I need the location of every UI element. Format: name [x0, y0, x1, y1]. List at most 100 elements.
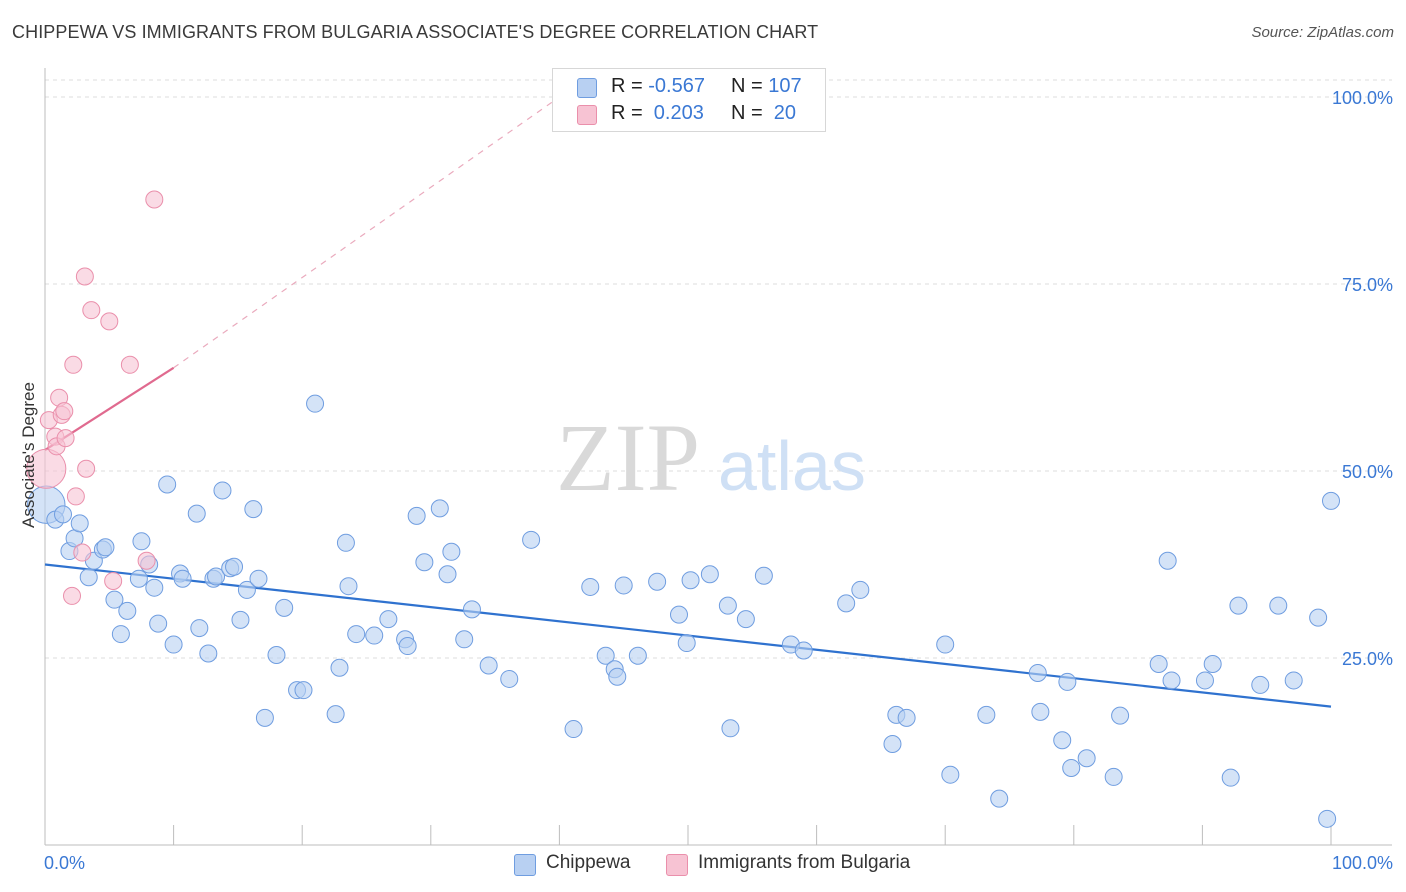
data-point-bulgaria: [66, 487, 85, 506]
data-point-chippewa: [237, 580, 256, 599]
legend-r-value: 0.203: [648, 102, 704, 124]
chart-title: CHIPPEWA VS IMMIGRANTS FROM BULGARIA ASS…: [12, 22, 819, 42]
data-point-chippewa: [1318, 809, 1337, 828]
data-point-bulgaria: [55, 402, 74, 421]
data-point-chippewa: [330, 658, 349, 677]
data-point-chippewa: [1158, 551, 1177, 570]
data-point-chippewa: [837, 594, 856, 613]
data-point-chippewa: [479, 656, 498, 675]
y-tick-label: 100.0%: [1332, 88, 1393, 108]
data-point-chippewa: [231, 610, 250, 629]
data-point-chippewa: [267, 646, 286, 665]
data-point-chippewa: [306, 394, 325, 413]
legend-swatch-pink: [666, 854, 688, 876]
legend-label-chippewa: Chippewa: [546, 852, 631, 873]
y-tick-label: 75.0%: [1342, 275, 1393, 295]
data-point-chippewa: [1104, 767, 1123, 786]
data-point-chippewa: [977, 705, 996, 724]
data-point-chippewa: [1162, 671, 1181, 690]
data-point-chippewa: [207, 567, 226, 586]
data-point-chippewa: [581, 577, 600, 596]
source-credit: Source: ZipAtlas.com: [1251, 24, 1394, 41]
data-point-chippewa: [669, 605, 688, 624]
tick-labels: 25.0% 50.0% 75.0% 100.0% 0.0% 100.0%: [44, 88, 1393, 873]
data-point-chippewa: [379, 610, 398, 629]
data-point-chippewa: [681, 571, 700, 590]
data-point-chippewa: [430, 499, 449, 518]
grid-lines: [45, 79, 1392, 659]
data-point-chippewa: [990, 789, 1009, 808]
data-point-chippewa: [132, 532, 151, 551]
data-point-chippewa: [190, 619, 209, 638]
data-point-bulgaria: [120, 355, 139, 374]
series-bulgaria: [26, 190, 164, 605]
data-point-chippewa: [522, 530, 541, 549]
data-point-chippewa: [347, 625, 366, 644]
data-point-chippewa: [249, 569, 268, 588]
data-point-chippewa: [213, 481, 232, 500]
data-point-chippewa: [1229, 596, 1248, 615]
data-point-chippewa: [1111, 706, 1130, 725]
data-point-chippewa: [1053, 731, 1072, 750]
data-point-chippewa: [614, 576, 633, 595]
data-point-chippewa: [294, 681, 313, 700]
data-point-bulgaria: [77, 459, 96, 478]
data-point-chippewa: [1028, 663, 1047, 682]
data-point-chippewa: [754, 566, 773, 585]
data-point-chippewa: [1269, 596, 1288, 615]
data-point-chippewa: [883, 735, 902, 754]
watermark: ZIP atlas: [556, 404, 866, 511]
y-axis-label: Associate's Degree: [19, 382, 38, 528]
data-point-chippewa: [149, 614, 168, 633]
data-point-chippewa: [677, 634, 696, 653]
legend-r-value: -0.567: [648, 75, 705, 97]
data-point-chippewa: [96, 538, 115, 557]
data-point-chippewa: [118, 601, 137, 620]
data-point-chippewa: [187, 504, 206, 523]
data-point-chippewa: [326, 705, 345, 724]
data-point-chippewa: [164, 635, 183, 654]
data-point-chippewa: [145, 578, 164, 597]
data-point-chippewa: [1284, 671, 1303, 690]
data-point-chippewa: [455, 630, 474, 649]
x-tick-label: 100.0%: [1332, 853, 1393, 873]
data-point-chippewa: [500, 669, 519, 688]
data-point-chippewa: [794, 641, 813, 660]
data-point-chippewa: [1251, 675, 1270, 694]
data-point-bulgaria: [104, 571, 123, 590]
data-point-chippewa: [1309, 608, 1328, 627]
data-point-chippewa: [1221, 768, 1240, 787]
data-point-chippewa: [225, 557, 244, 576]
data-point-chippewa: [1203, 654, 1222, 673]
data-point-chippewa: [111, 625, 130, 644]
data-point-chippewa: [199, 644, 218, 663]
data-point-chippewa: [158, 475, 177, 494]
data-point-bulgaria: [26, 448, 67, 489]
legend-n-value: 20: [768, 102, 797, 124]
data-point-chippewa: [648, 572, 667, 591]
data-point-chippewa: [129, 569, 148, 588]
data-point-chippewa: [941, 765, 960, 784]
data-point-chippewa: [275, 598, 294, 617]
legend-n-value: 107: [768, 75, 802, 97]
data-point-chippewa: [336, 533, 355, 552]
data-point-chippewa: [608, 667, 627, 686]
data-point-bulgaria: [137, 551, 156, 570]
data-point-chippewa: [1031, 702, 1050, 721]
data-point-chippewa: [105, 590, 124, 609]
data-point-chippewa: [564, 720, 583, 739]
data-point-bulgaria: [73, 543, 92, 562]
legend-n-label: N =: [731, 75, 769, 97]
data-point-chippewa: [407, 506, 426, 525]
data-point-chippewa: [173, 569, 192, 588]
data-point-chippewa: [1058, 672, 1077, 691]
data-point-chippewa: [628, 646, 647, 665]
data-point-chippewa: [462, 600, 481, 619]
trend-line-bulgaria-extended: [173, 96, 560, 369]
data-point-chippewa: [398, 637, 417, 656]
x-tick-label: 0.0%: [44, 853, 85, 873]
legend-r-label: R =: [611, 75, 649, 97]
data-point-bulgaria: [63, 586, 82, 605]
correlation-legend: R = -0.567 N = 107 R = 0.203 N = 20: [552, 68, 826, 132]
